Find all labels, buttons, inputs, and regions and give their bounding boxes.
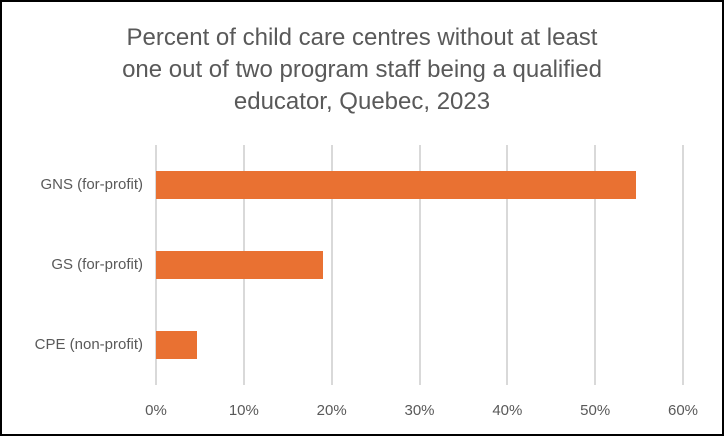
gridline-60: [682, 145, 684, 385]
category-label-cpe-non-profit: CPE (non-profit): [34, 336, 143, 353]
gridline-40: [506, 145, 509, 385]
x-tick-label-0: 0%: [145, 402, 167, 419]
x-tick-label-60: 60%: [667, 402, 699, 419]
chart-title: Percent of child care centres without at…: [2, 22, 722, 118]
x-tick-label-40: 40%: [492, 402, 523, 419]
x-tick-label-20: 20%: [316, 402, 347, 419]
bar-cpe-non-profit: [156, 331, 198, 359]
x-tick-label-10: 10%: [228, 402, 259, 419]
chart-title-line: educator, Quebec, 2023: [233, 88, 491, 115]
plot-area: [155, 145, 684, 385]
gridline-30: [418, 145, 421, 385]
category-label-gns-for-profit: GNS (for-profit): [40, 176, 143, 193]
chart-title-line: Percent of child care centres without at…: [126, 24, 598, 51]
bar-gns-for-profit: [156, 171, 637, 199]
category-label-gs-for-profit: GS (for-profit): [51, 256, 143, 273]
gridline-50: [594, 145, 597, 385]
bar-gs-for-profit: [156, 251, 323, 279]
chart-title-line: one out of two program staff being a qua…: [122, 56, 602, 83]
x-tick-label-30: 30%: [404, 402, 435, 419]
gridline-20: [330, 145, 333, 385]
x-tick-label-50: 50%: [580, 402, 611, 419]
